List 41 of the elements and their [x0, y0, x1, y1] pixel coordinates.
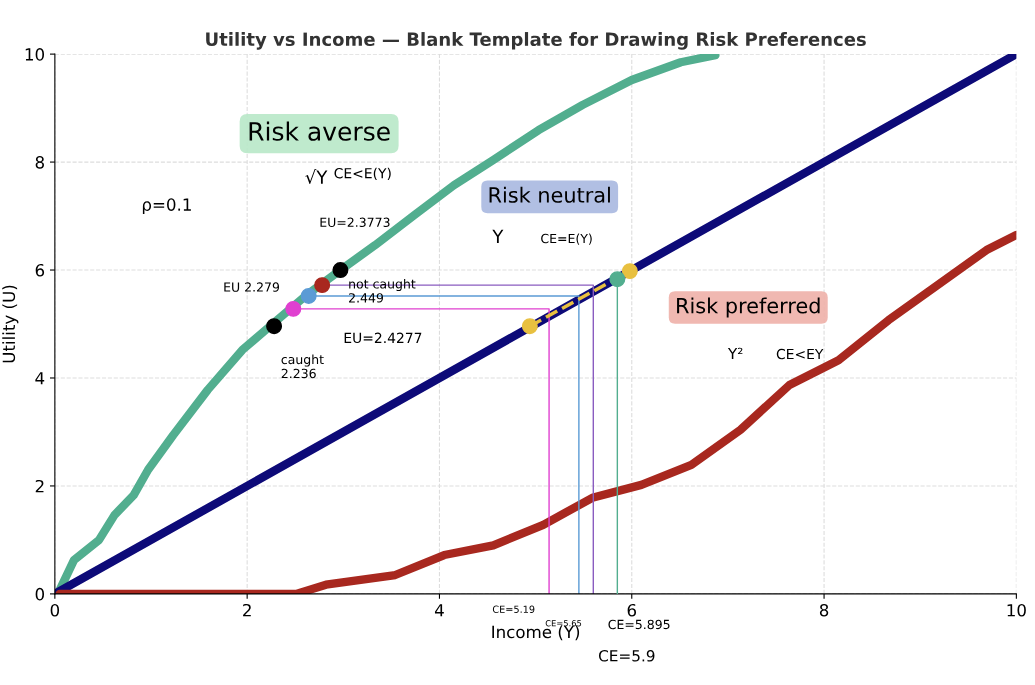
x-tick-label: 4	[434, 604, 444, 617]
point	[332, 262, 349, 279]
text: CE=5.895	[608, 619, 670, 630]
y-axis-title: Utility (U)	[2, 285, 19, 363]
annotation: Risk averse	[249, 121, 390, 141]
annotation: Y	[492, 229, 504, 244]
y-tick-label: 8	[35, 156, 44, 169]
annotation: not caught 2.449	[349, 278, 416, 303]
text: CE=5.19	[492, 605, 535, 613]
annotation: CE=E(Y)	[541, 233, 592, 245]
annotation: Y²	[727, 347, 743, 360]
x-tick-label: 0	[50, 603, 60, 617]
point	[300, 287, 317, 304]
y-tick-label: 10	[25, 48, 45, 61]
y-tick-label: 6	[35, 263, 45, 277]
annotation: EU 2.279	[224, 282, 280, 292]
point	[285, 300, 302, 317]
y-tick-label: 0	[35, 587, 45, 601]
point	[621, 263, 638, 280]
annotation: caught 2.236	[281, 354, 324, 379]
point	[521, 318, 538, 335]
x-tick-label: 8	[819, 603, 829, 617]
chart-title: Utility vs Income — Blank Template for Drawing Risk Preferences	[206, 32, 866, 50]
x-tick-label: 2	[243, 603, 251, 617]
text: CE=5.9	[598, 650, 655, 662]
annotation: √Y	[305, 169, 328, 185]
y-tick-label: 4	[35, 372, 45, 385]
y-tick-label: 2	[35, 479, 44, 493]
text: CE=5.65	[545, 620, 582, 627]
x-tick-label: 10	[1007, 603, 1026, 617]
point	[609, 271, 626, 288]
annotation: EU=2.3773	[320, 217, 390, 228]
annotation: EU=2.4277	[344, 332, 422, 344]
point	[314, 277, 331, 294]
point	[266, 318, 283, 335]
annotation: CE<E(Y)	[334, 167, 391, 181]
annotation: CE<EY	[776, 348, 824, 360]
x-tick-label: 6	[627, 603, 637, 617]
annotation: ρ=0.1	[142, 198, 191, 215]
annotation: Risk preferred	[677, 297, 820, 318]
annotation: Risk neutral	[489, 186, 610, 203]
